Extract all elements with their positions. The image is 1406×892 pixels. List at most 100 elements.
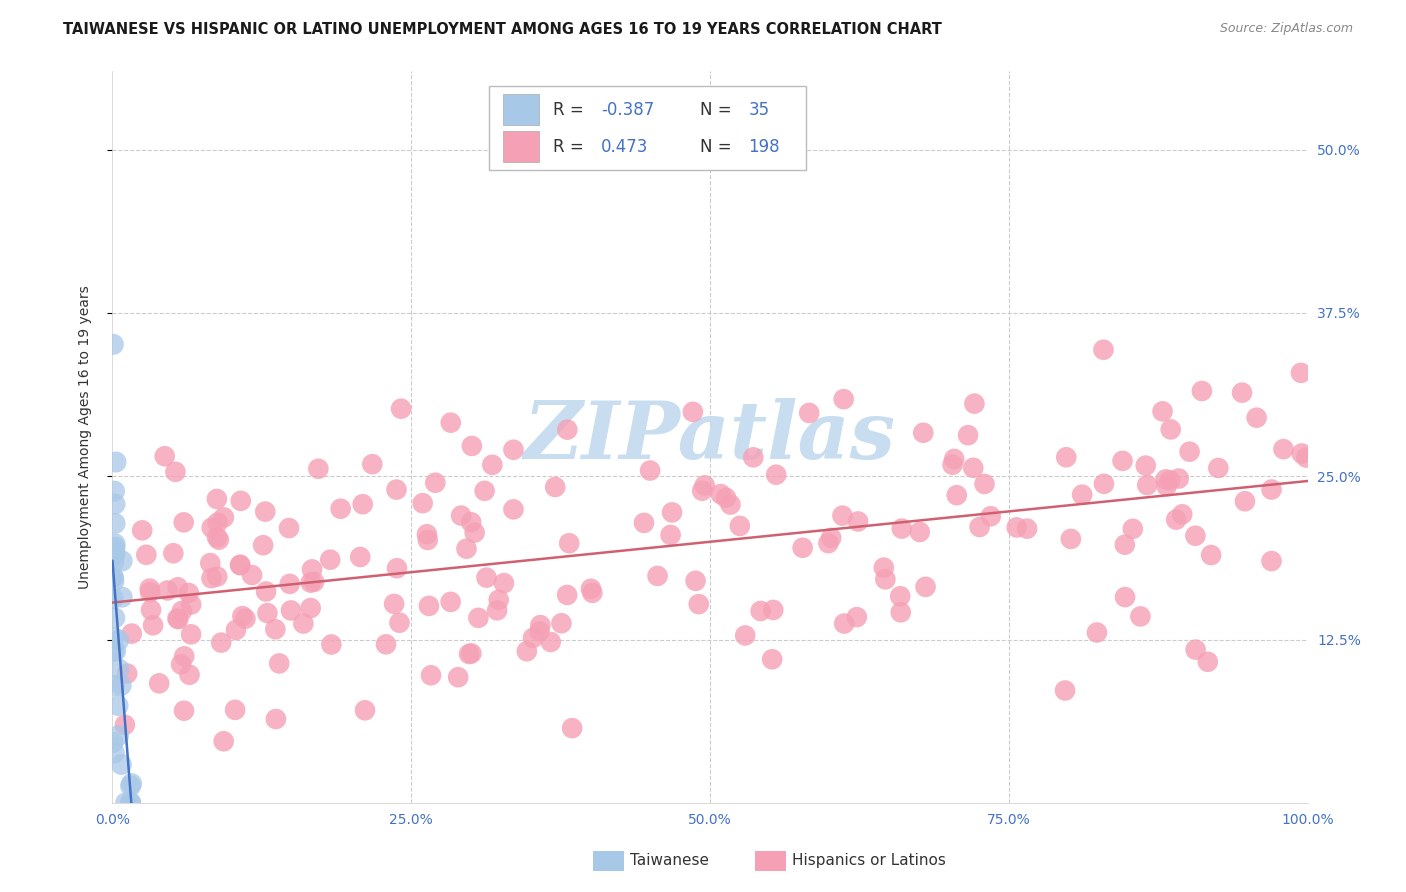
Point xyxy=(792,541,814,555)
Point xyxy=(845,610,868,624)
Point xyxy=(110,678,132,692)
Point xyxy=(302,574,325,589)
Point xyxy=(229,558,252,573)
Point xyxy=(688,597,710,611)
Point xyxy=(110,757,132,772)
Point xyxy=(817,536,839,550)
Point xyxy=(212,510,235,524)
Point xyxy=(131,524,153,538)
Text: -0.387: -0.387 xyxy=(602,101,655,119)
Point xyxy=(207,516,229,530)
Point xyxy=(962,460,984,475)
Point xyxy=(104,541,127,555)
Point xyxy=(139,585,162,599)
Point xyxy=(581,586,603,600)
Point xyxy=(1295,450,1317,465)
Point xyxy=(765,467,787,482)
Point xyxy=(382,597,405,611)
Point xyxy=(280,603,302,617)
Point xyxy=(200,556,222,570)
Text: R =: R = xyxy=(554,137,589,155)
Y-axis label: Unemployment Among Ages 16 to 19 years: Unemployment Among Ages 16 to 19 years xyxy=(77,285,91,589)
Point xyxy=(1208,461,1230,475)
Point xyxy=(208,533,231,547)
Point xyxy=(104,497,127,511)
Point xyxy=(529,624,551,639)
Point xyxy=(889,589,911,603)
Point xyxy=(973,477,995,491)
Point xyxy=(1197,655,1219,669)
Point xyxy=(943,451,966,466)
Point xyxy=(742,450,765,465)
Point xyxy=(264,712,287,726)
Point xyxy=(104,546,127,560)
Point xyxy=(103,484,125,499)
Text: R =: R = xyxy=(554,101,589,119)
Point xyxy=(420,668,443,682)
Point xyxy=(1191,384,1213,398)
Point xyxy=(1167,472,1189,486)
Point xyxy=(104,644,127,658)
Point xyxy=(1114,538,1136,552)
Point xyxy=(1260,483,1282,497)
Point xyxy=(1152,404,1174,418)
Text: 0.473: 0.473 xyxy=(602,137,648,155)
Point xyxy=(1092,343,1115,357)
Point xyxy=(416,533,439,547)
Point xyxy=(104,516,127,531)
Point xyxy=(555,423,578,437)
Text: TAIWANESE VS HISPANIC OR LATINO UNEMPLOYMENT AMONG AGES 16 TO 19 YEARS CORRELATI: TAIWANESE VS HISPANIC OR LATINO UNEMPLOY… xyxy=(63,22,942,37)
Point xyxy=(269,657,291,671)
Point xyxy=(1111,454,1133,468)
Point xyxy=(299,575,322,590)
Point xyxy=(321,638,343,652)
Point xyxy=(832,392,855,406)
Point xyxy=(205,530,228,544)
Point xyxy=(252,538,274,552)
Point xyxy=(412,496,434,510)
Point xyxy=(460,646,482,660)
Point xyxy=(522,631,544,645)
Point xyxy=(103,678,125,692)
Point xyxy=(728,519,751,533)
Point xyxy=(1199,548,1222,562)
Point xyxy=(292,616,315,631)
Point xyxy=(661,505,683,519)
Point xyxy=(388,615,411,630)
Point xyxy=(450,508,472,523)
Point xyxy=(875,573,897,587)
Point xyxy=(177,586,200,600)
Point xyxy=(166,580,188,594)
Point xyxy=(749,604,772,618)
Point xyxy=(349,549,371,564)
Point xyxy=(319,552,342,566)
Point xyxy=(1015,522,1038,536)
Point xyxy=(101,735,124,749)
Point xyxy=(647,569,669,583)
Point xyxy=(111,590,134,604)
Point xyxy=(165,465,187,479)
Point xyxy=(799,406,821,420)
Point xyxy=(104,611,127,625)
Point xyxy=(461,439,484,453)
Point xyxy=(205,569,228,583)
Point xyxy=(205,491,228,506)
Point xyxy=(120,796,142,810)
Point xyxy=(108,662,131,676)
Point xyxy=(170,657,193,672)
Point xyxy=(352,497,374,511)
Point xyxy=(963,397,986,411)
Point xyxy=(121,776,143,790)
Point xyxy=(212,734,235,748)
Point xyxy=(690,483,713,498)
Point xyxy=(832,616,855,631)
Point xyxy=(138,582,160,596)
Point xyxy=(1178,444,1201,458)
Point xyxy=(458,647,481,661)
Point xyxy=(561,721,583,735)
Point xyxy=(375,637,398,651)
Point xyxy=(1166,513,1188,527)
Point xyxy=(1156,479,1178,493)
Point xyxy=(1154,472,1177,486)
Point xyxy=(1246,410,1268,425)
